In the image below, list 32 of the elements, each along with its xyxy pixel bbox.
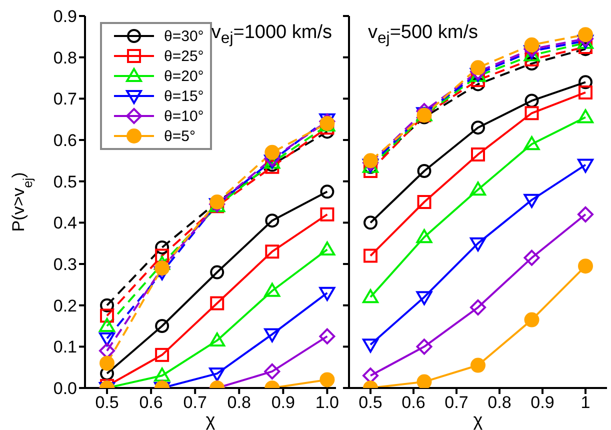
y-tick-label: 0.2	[53, 296, 77, 316]
annotation: v$_{ej}$=1000 km/s	[211, 22, 332, 48]
x-tick-label: 0.9	[271, 393, 295, 412]
x-tick-label: 0.5	[95, 393, 119, 412]
legend-label: θ=15°	[164, 88, 204, 104]
y-tick-label: 0.8	[53, 48, 77, 68]
legend-label: θ=10°	[164, 108, 204, 124]
x-tick-label: 1.0	[315, 393, 340, 412]
legend-label: θ=5°	[164, 128, 196, 144]
x-tick-label: 0.6	[139, 393, 163, 412]
y-tick-label: 0.0	[53, 379, 77, 398]
y-tick-label: 0.1	[53, 338, 77, 357]
legend-label: θ=20°	[164, 68, 204, 84]
x-tick-label: 1	[580, 393, 590, 412]
y-tick-label: 0.3	[53, 255, 77, 274]
x-axis-title: χ	[206, 410, 216, 430]
x-tick-label: 0.6	[402, 393, 426, 412]
x-tick-label: 0.9	[530, 393, 554, 412]
annotation: v$_{ej}$=500 km/s	[368, 22, 478, 48]
legend-label: θ=25°	[164, 48, 204, 64]
y-tick-label: 0.7	[53, 90, 77, 109]
x-tick-label: 0.5	[358, 393, 382, 412]
y-tick-label: 0.9	[53, 7, 77, 26]
x-tick-label: 0.8	[227, 393, 251, 412]
legend-label: θ=30°	[164, 28, 204, 44]
y-tick-label: 0.6	[53, 131, 77, 150]
x-axis-title: χ	[473, 410, 484, 430]
x-tick-label: 0.7	[183, 393, 207, 412]
x-tick-label: 0.8	[488, 393, 512, 412]
y-tick-label: 0.4	[53, 214, 77, 233]
x-tick-label: 0.7	[444, 393, 468, 412]
y-tick-label: 0.5	[53, 172, 77, 192]
